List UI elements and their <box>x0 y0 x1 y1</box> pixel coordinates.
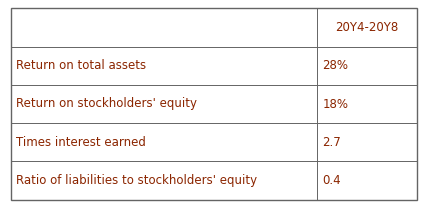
Text: Return on stockholders' equity: Return on stockholders' equity <box>16 98 197 110</box>
Text: 2.7: 2.7 <box>322 136 341 149</box>
Text: Times interest earned: Times interest earned <box>16 136 146 149</box>
Text: 28%: 28% <box>322 59 348 72</box>
Text: 18%: 18% <box>322 98 348 110</box>
Text: 20Y4-20Y8: 20Y4-20Y8 <box>335 21 398 34</box>
Text: Return on total assets: Return on total assets <box>16 59 146 72</box>
Text: Ratio of liabilities to stockholders' equity: Ratio of liabilities to stockholders' eq… <box>16 174 257 187</box>
Text: 0.4: 0.4 <box>322 174 341 187</box>
